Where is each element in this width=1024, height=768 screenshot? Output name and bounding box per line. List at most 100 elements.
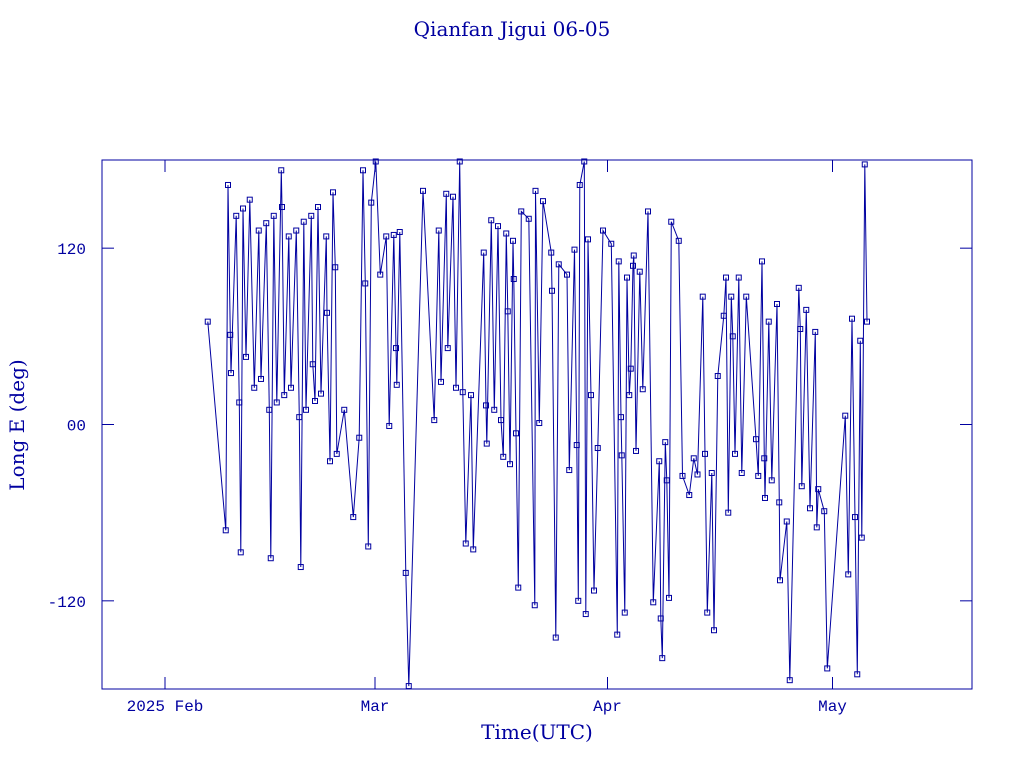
data-point	[774, 301, 780, 308]
data-point	[332, 264, 339, 271]
data-point	[297, 564, 304, 571]
data-point	[812, 328, 819, 335]
data-point	[273, 399, 280, 406]
data-point	[356, 434, 363, 441]
data-point	[227, 331, 234, 338]
data-point	[402, 569, 409, 576]
data-point	[251, 384, 258, 391]
data-point	[309, 361, 316, 368]
data-point	[270, 212, 277, 219]
data-point	[765, 318, 772, 325]
data-point	[480, 249, 487, 256]
data-point	[630, 252, 637, 259]
data-point	[639, 386, 646, 393]
data-point	[588, 392, 594, 399]
data-point	[263, 220, 270, 227]
data-point	[702, 450, 708, 457]
data-point	[393, 345, 399, 352]
data-point	[824, 665, 831, 672]
data-point	[243, 353, 249, 360]
data-point	[798, 483, 805, 490]
data-point	[668, 218, 675, 225]
data-point	[483, 440, 490, 447]
data-point	[518, 208, 525, 215]
data-point	[258, 375, 264, 382]
data-point	[240, 205, 246, 212]
data-point	[663, 477, 670, 484]
data-point	[657, 615, 664, 622]
data-point	[255, 227, 262, 234]
data-point	[470, 546, 477, 553]
data-point	[566, 467, 573, 474]
data-point	[246, 196, 253, 203]
data-point	[783, 518, 790, 525]
data-point	[491, 406, 498, 413]
data-point	[679, 472, 686, 479]
data-point	[420, 187, 426, 194]
data-point	[807, 505, 813, 512]
data-point	[285, 233, 292, 240]
data-point	[813, 524, 820, 531]
data-point	[488, 217, 495, 224]
data-point	[368, 199, 375, 206]
data-point	[540, 198, 546, 205]
data-point	[858, 534, 865, 541]
x-tick-label: Mar	[361, 698, 390, 716]
data-point	[532, 187, 539, 194]
data-point	[659, 655, 666, 662]
data-point	[225, 181, 231, 188]
data-point	[510, 237, 516, 244]
data-point	[281, 392, 288, 399]
data-point	[308, 212, 315, 219]
data-point	[237, 549, 244, 556]
data-point	[462, 540, 469, 547]
data-point	[483, 402, 489, 409]
data-point	[732, 450, 738, 457]
data-point	[728, 293, 735, 300]
data-point	[776, 499, 783, 506]
data-point	[743, 293, 750, 300]
y-tick-label: -120	[48, 594, 86, 612]
data-point	[405, 683, 412, 690]
data-point	[624, 274, 630, 281]
data-point	[821, 508, 828, 515]
data-point	[222, 527, 229, 534]
data-point	[720, 312, 727, 319]
data-point	[303, 406, 309, 413]
data-point	[690, 455, 697, 462]
data-point	[600, 227, 606, 234]
data-point	[662, 439, 669, 446]
data-point	[686, 492, 693, 499]
data-point	[645, 208, 651, 215]
x-tick-label: 2025 Feb	[127, 698, 204, 716]
data-point	[204, 318, 211, 325]
x-tick-label: May	[818, 698, 847, 716]
data-point	[468, 392, 474, 399]
data-point	[279, 204, 285, 211]
data-point	[525, 215, 532, 222]
data-point	[864, 318, 870, 325]
data-point	[729, 333, 736, 340]
data-point	[777, 577, 783, 584]
data-point	[575, 597, 582, 604]
data-point	[504, 308, 511, 315]
data-point	[704, 609, 711, 616]
x-axis-label: Time(UTC)	[481, 720, 593, 744]
data-point	[296, 414, 303, 421]
data-point	[233, 212, 240, 219]
data-point	[626, 392, 633, 399]
data-point	[627, 365, 634, 372]
data-point	[459, 389, 466, 396]
data-point	[390, 231, 397, 238]
data-point	[576, 181, 583, 188]
data-point	[323, 233, 330, 240]
data-point	[500, 453, 507, 460]
data-point	[621, 609, 628, 616]
data-point	[735, 274, 742, 281]
data-point	[498, 417, 504, 424]
data-point	[795, 284, 802, 291]
data-point	[708, 469, 715, 476]
data-point	[372, 158, 379, 165]
data-point	[536, 420, 543, 427]
data-point	[278, 167, 285, 174]
